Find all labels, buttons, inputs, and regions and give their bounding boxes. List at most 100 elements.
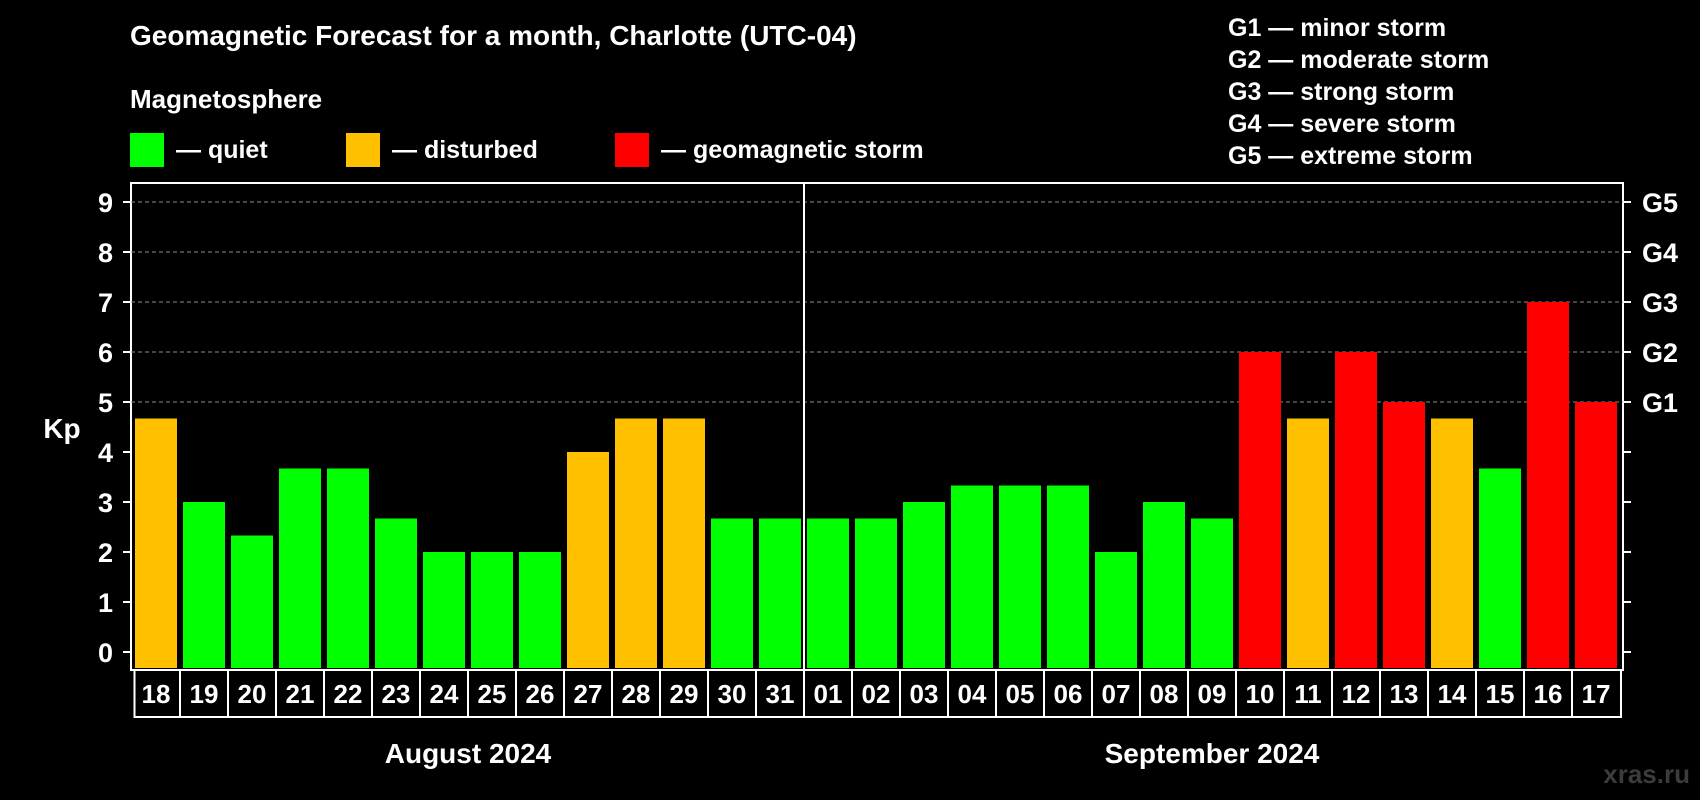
- bar: [1479, 468, 1521, 668]
- bar: [999, 485, 1041, 668]
- day-label: 04: [958, 679, 987, 709]
- bar: [135, 418, 177, 668]
- bar: [279, 468, 321, 668]
- y-tick-label: 1: [98, 588, 113, 618]
- y-tick-label: 8: [98, 238, 113, 268]
- day-label: 14: [1438, 679, 1467, 709]
- legend-quiet: — quiet: [130, 133, 268, 167]
- day-label: 05: [1006, 679, 1035, 709]
- bar: [1575, 402, 1617, 668]
- bar: [567, 452, 609, 668]
- bar: [423, 552, 465, 668]
- storm-scale-g1: G1 — minor storm: [1228, 14, 1447, 42]
- legend-quiet-swatch: [130, 133, 164, 167]
- bar: [951, 485, 993, 668]
- storm-scale-g5: G5 — extreme storm: [1228, 142, 1473, 170]
- bar: [1095, 552, 1137, 668]
- bar: [1383, 402, 1425, 668]
- day-label: 27: [574, 679, 603, 709]
- day-label: 08: [1150, 679, 1179, 709]
- day-label: 30: [718, 679, 747, 709]
- day-label-frame: [133, 669, 1622, 718]
- y-axis-label: Kp: [43, 413, 80, 444]
- day-label: 22: [334, 679, 363, 709]
- day-label: 20: [238, 679, 267, 709]
- day-label: 06: [1054, 679, 1083, 709]
- bar: [519, 552, 561, 668]
- day-label: 21: [286, 679, 315, 709]
- bar: [1239, 352, 1281, 668]
- day-label: 19: [190, 679, 219, 709]
- day-label: 24: [430, 679, 459, 709]
- storm-scale-g2: G2 — moderate storm: [1228, 46, 1490, 74]
- month-label: September 2024: [1105, 738, 1320, 769]
- day-label: 12: [1342, 679, 1371, 709]
- bar: [855, 518, 897, 668]
- day-label: 23: [382, 679, 411, 709]
- legend-disturbed-label: — disturbed: [392, 135, 538, 164]
- bar: [615, 418, 657, 668]
- bar: [1287, 418, 1329, 668]
- legend-storm-label: — geomagnetic storm: [661, 135, 924, 164]
- day-label: 03: [910, 679, 939, 709]
- day-label: 16: [1534, 679, 1563, 709]
- day-label: 15: [1486, 679, 1515, 709]
- bar: [183, 502, 225, 668]
- right-g-label: G2: [1642, 338, 1678, 368]
- right-g-label: G4: [1642, 238, 1678, 268]
- day-label: 10: [1246, 679, 1275, 709]
- storm-scale-legend: G1 — minor storm G2 — moderate storm G3 …: [1228, 12, 1489, 172]
- bar: [327, 468, 369, 668]
- y-tick-label: 2: [98, 538, 113, 568]
- day-label: 29: [670, 679, 699, 709]
- day-label: 25: [478, 679, 507, 709]
- legend-disturbed-swatch: [346, 133, 380, 167]
- bar: [663, 418, 705, 668]
- legend-storm-swatch: [615, 133, 649, 167]
- bar: [1191, 518, 1233, 668]
- y-tick-label: 0: [98, 638, 113, 668]
- legend-disturbed: — disturbed: [346, 133, 538, 167]
- day-label: 28: [622, 679, 651, 709]
- bar: [1335, 352, 1377, 668]
- bar: [1431, 418, 1473, 668]
- y-tick-label: 9: [98, 188, 113, 218]
- bar: [711, 518, 753, 668]
- legend-storm: — geomagnetic storm: [615, 133, 924, 167]
- month-label: August 2024: [385, 738, 552, 769]
- y-tick-label: 6: [98, 338, 113, 368]
- bar: [759, 518, 801, 668]
- day-label: 13: [1390, 679, 1419, 709]
- day-label: 11: [1294, 679, 1322, 709]
- bar: [471, 552, 513, 668]
- y-tick-label: 7: [98, 288, 113, 318]
- bar: [903, 502, 945, 668]
- bar: [375, 518, 417, 668]
- bar: [231, 535, 273, 668]
- storm-scale-g4: G4 — severe storm: [1228, 110, 1456, 138]
- storm-scale-g3: G3 — strong storm: [1228, 78, 1455, 106]
- legend-quiet-label: — quiet: [176, 135, 268, 164]
- day-label: 01: [814, 679, 843, 709]
- day-label: 31: [766, 679, 795, 709]
- day-label: 07: [1102, 679, 1131, 709]
- right-g-label: G5: [1642, 188, 1678, 218]
- day-label: 18: [142, 679, 171, 709]
- y-tick-label: 3: [98, 488, 113, 518]
- y-tick-label: 4: [98, 438, 113, 468]
- magnetosphere-title: Magnetosphere: [130, 84, 323, 114]
- chart-title: Geomagnetic Forecast for a month, Charlo…: [130, 20, 857, 51]
- day-label: 09: [1198, 679, 1227, 709]
- bar: [1527, 302, 1569, 668]
- watermark: xras.ru: [1603, 759, 1690, 789]
- day-label: 02: [862, 679, 891, 709]
- day-label: 17: [1582, 679, 1611, 709]
- right-g-label: G1: [1642, 388, 1678, 418]
- day-label: 26: [526, 679, 555, 709]
- bar: [1047, 485, 1089, 668]
- bar: [1143, 502, 1185, 668]
- bar: [807, 518, 849, 668]
- y-tick-label: 5: [98, 388, 113, 418]
- right-g-label: G3: [1642, 288, 1678, 318]
